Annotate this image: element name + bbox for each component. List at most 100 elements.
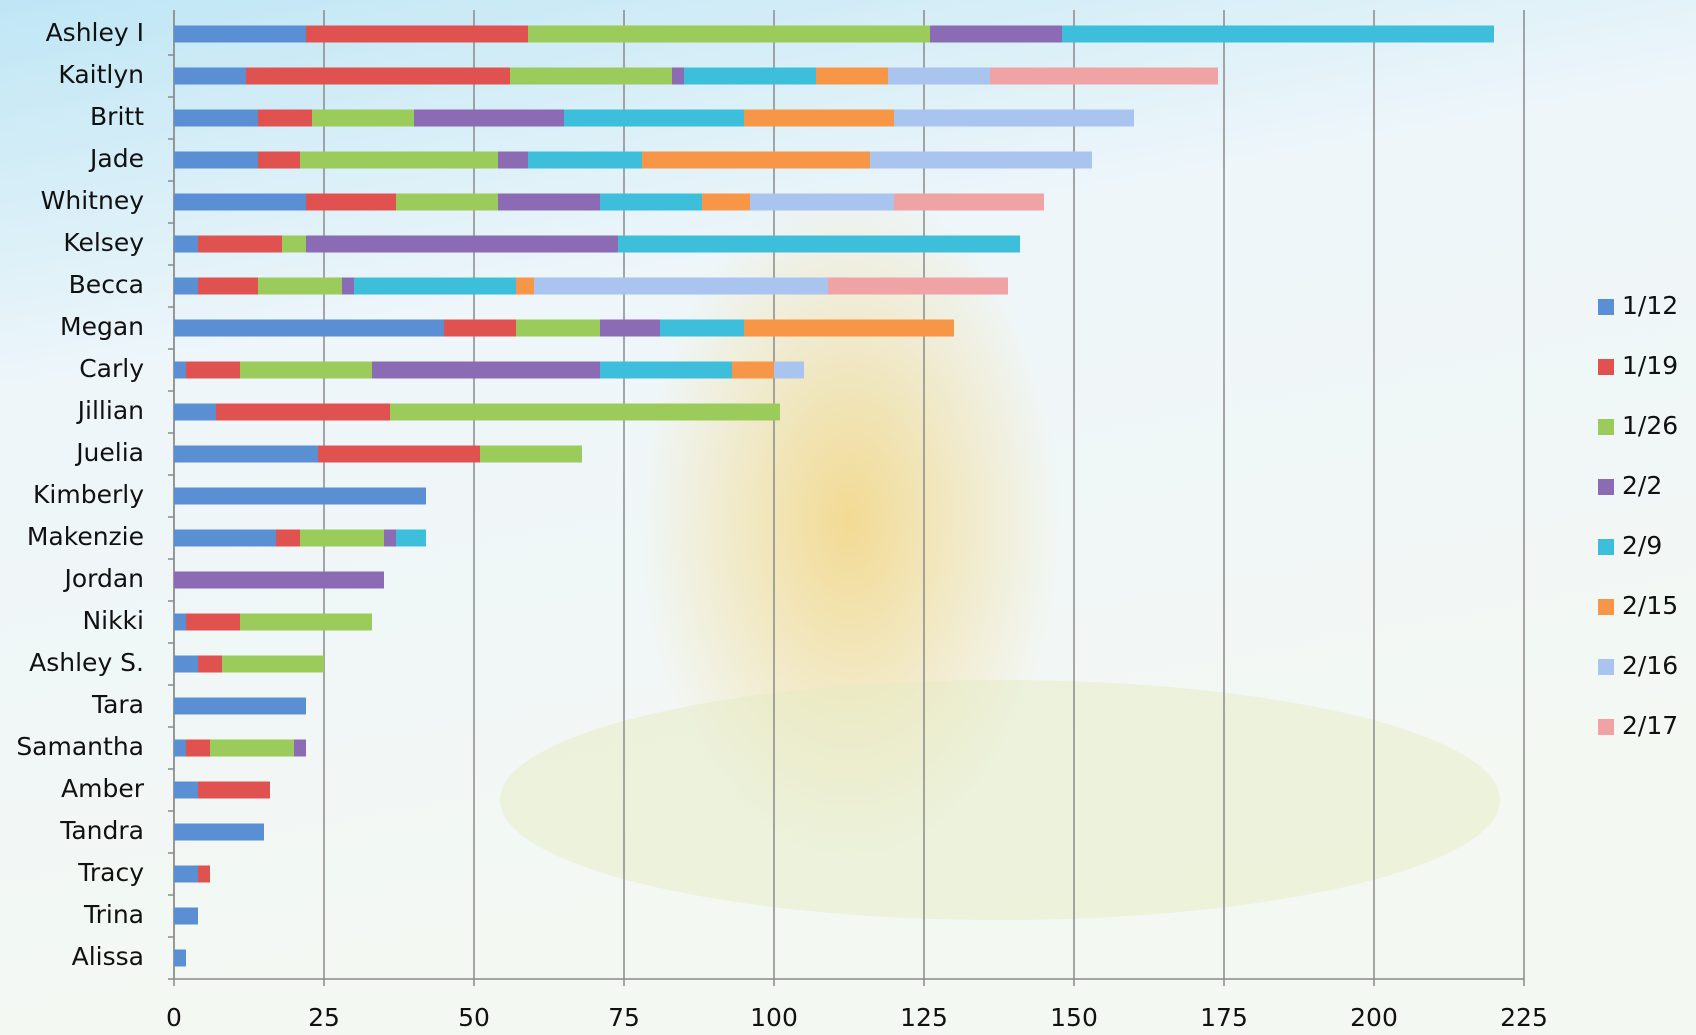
- bar-segment: [246, 68, 510, 85]
- bar-segment: [198, 236, 282, 253]
- bar-segment: [642, 152, 870, 169]
- y-tick-label: Juelia: [74, 438, 144, 467]
- bar-segment: [384, 530, 396, 547]
- y-tick-label: Makenzie: [27, 522, 144, 551]
- bar-segment: [174, 782, 198, 799]
- bar-segment: [174, 824, 264, 841]
- legend-label: 2/2: [1622, 471, 1662, 500]
- y-tick-label: Ashley S.: [29, 648, 144, 677]
- x-tick-label: 200: [1350, 1003, 1398, 1032]
- bar-segment: [174, 698, 306, 715]
- bar-segment: [174, 362, 186, 379]
- bar-segment: [174, 866, 198, 883]
- y-tick-label: Jordan: [62, 564, 144, 593]
- bar-segment: [702, 194, 750, 211]
- legend-label: 2/17: [1622, 711, 1678, 740]
- y-tick-label: Kelsey: [63, 228, 144, 257]
- bar-segment: [174, 404, 216, 421]
- bar-segment: [174, 488, 426, 505]
- bar-segment: [174, 68, 246, 85]
- bar-segment: [174, 572, 384, 589]
- x-tick-label: 0: [166, 1003, 182, 1032]
- bar-segment: [396, 530, 426, 547]
- chart: 0255075100125150175200225Ashley IKaitlyn…: [0, 0, 1696, 1035]
- bar-segment: [312, 110, 414, 127]
- bar-segment: [210, 740, 294, 757]
- bar-segment: [240, 614, 372, 631]
- y-tick-label: Nikki: [82, 606, 144, 635]
- x-tick-label: 75: [608, 1003, 640, 1032]
- bar-segment: [174, 110, 258, 127]
- bar-segment: [174, 740, 186, 757]
- bar-segment: [174, 950, 186, 967]
- bar-segment: [276, 530, 300, 547]
- y-tick-label: Carly: [79, 354, 144, 383]
- bar-segment: [750, 194, 894, 211]
- bar-segment: [390, 404, 780, 421]
- bar-segment: [198, 656, 222, 673]
- y-tick-label: Ashley I: [46, 18, 144, 47]
- bar-segment: [414, 110, 564, 127]
- bar-segment: [894, 110, 1134, 127]
- bar-segment: [186, 740, 210, 757]
- legend-swatch: [1598, 599, 1614, 615]
- bar-segment: [306, 236, 618, 253]
- y-tick-label: Megan: [60, 312, 144, 341]
- bar-segment: [240, 362, 372, 379]
- bar-segment: [258, 110, 312, 127]
- bar-segment: [186, 362, 240, 379]
- bar-segment: [186, 614, 240, 631]
- bar-segment: [444, 320, 516, 337]
- legend-swatch: [1598, 659, 1614, 675]
- bar-segment: [510, 68, 672, 85]
- bar-segment: [198, 278, 258, 295]
- bar-segment: [564, 110, 744, 127]
- bar-segment: [174, 908, 198, 925]
- y-tick-label: Samantha: [16, 732, 144, 761]
- bar-segment: [216, 404, 390, 421]
- y-tick-label: Tracy: [77, 858, 144, 887]
- bar-segment: [222, 656, 324, 673]
- bar-segment: [516, 278, 534, 295]
- bar-segment: [174, 152, 258, 169]
- bar-segment: [516, 320, 600, 337]
- bar-segment: [354, 278, 516, 295]
- legend-label: 1/19: [1622, 351, 1678, 380]
- bar-segment: [744, 320, 954, 337]
- y-tick-label: Trina: [83, 900, 144, 929]
- bar-segment: [198, 866, 210, 883]
- bar-segment: [744, 110, 894, 127]
- bar-segment: [660, 320, 744, 337]
- bar-segment: [774, 362, 804, 379]
- y-tick-label: Becca: [69, 270, 144, 299]
- bar-segment: [816, 68, 888, 85]
- y-tick-label: Jade: [88, 144, 144, 173]
- legend-label: 2/16: [1622, 651, 1678, 680]
- x-tick-label: 50: [458, 1003, 490, 1032]
- bar-segment: [870, 152, 1092, 169]
- bar-segment: [318, 446, 480, 463]
- x-tick-label: 175: [1200, 1003, 1248, 1032]
- bar-segment: [342, 278, 354, 295]
- x-tick-label: 100: [750, 1003, 798, 1032]
- bar-segment: [528, 152, 642, 169]
- bar-segment: [282, 236, 306, 253]
- legend-swatch: [1598, 359, 1614, 375]
- y-tick-label: Tara: [91, 690, 144, 719]
- bar-segment: [828, 278, 1008, 295]
- bar-segment: [672, 68, 684, 85]
- y-tick-label: Britt: [90, 102, 144, 131]
- bar-segment: [174, 278, 198, 295]
- y-tick-label: Kaitlyn: [58, 60, 144, 89]
- x-tick-label: 225: [1500, 1003, 1548, 1032]
- bar-segment: [1062, 26, 1494, 43]
- background-image: [500, 680, 1500, 920]
- bar-segment: [258, 152, 300, 169]
- bar-segment: [174, 236, 198, 253]
- bar-segment: [498, 194, 600, 211]
- bar-segment: [300, 152, 498, 169]
- y-tick-label: Tandra: [59, 816, 144, 845]
- legend-label: 1/26: [1622, 411, 1678, 440]
- y-tick-label: Whitney: [41, 186, 145, 215]
- legend-swatch: [1598, 539, 1614, 555]
